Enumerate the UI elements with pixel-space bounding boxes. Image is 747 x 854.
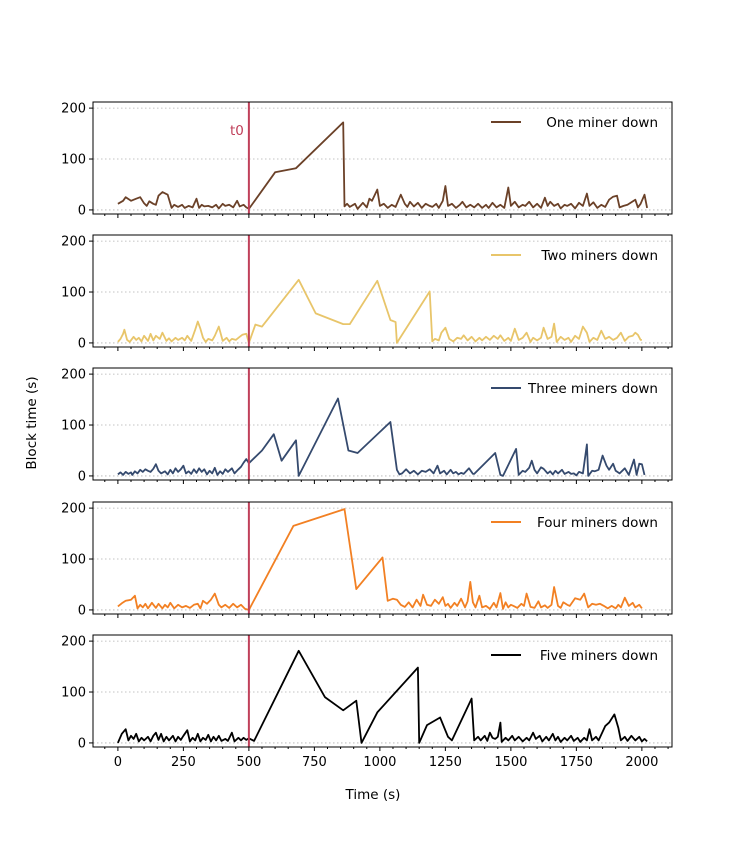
subplot-3: 0 100 200 Three miners down: [61, 367, 673, 484]
x-tick-label: 2000: [625, 755, 658, 770]
subplot-2: 0 100 200 Two miners down: [61, 234, 673, 351]
x-tick-label: 250: [171, 755, 196, 770]
y-tick-label: 0: [78, 736, 86, 751]
y-tick-label: 100: [61, 686, 86, 701]
y-tick-label: 200: [61, 235, 86, 250]
subplot-1: t0 0 100 200 One miner down: [61, 101, 673, 218]
y-tick-label: 100: [61, 153, 86, 168]
y-tick-label: 200: [61, 635, 86, 650]
axes-frame: [92, 634, 673, 748]
x-tick-label: 750: [302, 755, 327, 770]
legend-label: Four miners down: [537, 515, 658, 531]
series-line: [117, 278, 642, 344]
x-tick-label: 1250: [429, 755, 462, 770]
y-tick-label: 0: [78, 336, 86, 351]
legend-label: Five miners down: [540, 648, 658, 664]
axes-frame: [92, 501, 673, 615]
series-line: [117, 508, 643, 611]
y-tick-label: 200: [61, 368, 86, 383]
x-tick-label: 500: [236, 755, 261, 770]
legend-label: Two miners down: [540, 248, 658, 264]
subplot-4: 0 100 200 Four miners down: [61, 501, 673, 618]
subplots: t0 0 100 200 One miner down 0 100 200 Two miners…: [61, 101, 673, 770]
y-tick-label: 0: [78, 603, 86, 618]
axes-frame: [92, 367, 673, 481]
y-tick-label: 200: [61, 102, 86, 117]
y-tick-label: 200: [61, 502, 86, 517]
series-line: [117, 397, 646, 477]
y-axis-label: Block time (s): [24, 376, 40, 469]
y-tick-label: 0: [78, 469, 86, 484]
x-axis-label: Time (s): [345, 787, 401, 803]
x-tick-label: 1000: [363, 755, 396, 770]
y-tick-label: 0: [78, 203, 86, 218]
y-tick-label: 100: [61, 553, 86, 568]
legend-label: Three miners down: [527, 381, 658, 397]
legend-label: One miner down: [546, 115, 658, 131]
axes-frame: [92, 101, 673, 215]
y-tick-label: 100: [61, 286, 86, 301]
x-tick-label: 1750: [560, 755, 593, 770]
t0-label: t0: [230, 123, 244, 139]
x-tick-label: 0: [114, 755, 122, 770]
series-line: [117, 121, 648, 210]
series-line: [117, 649, 648, 744]
x-tick-label: 1500: [494, 755, 527, 770]
y-tick-label: 100: [61, 419, 86, 434]
axes-frame: [92, 234, 673, 348]
